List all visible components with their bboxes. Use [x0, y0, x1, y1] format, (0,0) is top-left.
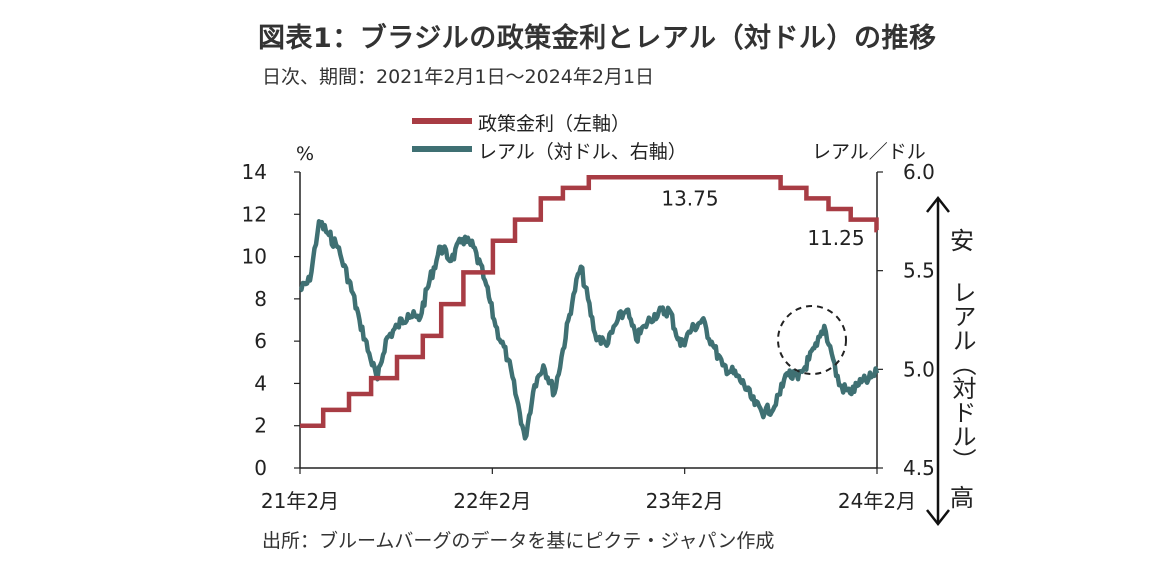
left-tick-label: 14 — [242, 160, 267, 184]
right-tick-label: 6.0 — [903, 160, 935, 184]
data-label-11-25: 11.25 — [807, 226, 864, 250]
arrow-down-icon — [926, 509, 950, 527]
chart-marks: 13.75 11.25 — [298, 175, 880, 441]
x-tick-label: 21年2月 — [261, 489, 339, 513]
left-tick-label: 0 — [254, 456, 267, 480]
label-weak: 安 — [950, 227, 974, 255]
right-tick-label: 4.5 — [903, 456, 935, 480]
x-tick-label: 23年2月 — [646, 489, 724, 513]
x-tick-label: 24年2月 — [838, 489, 916, 513]
highlight-circle — [777, 305, 847, 375]
right-annotation: 安 レアル（対ドル） 高 — [926, 195, 976, 527]
left-axis-unit: % — [296, 143, 314, 165]
right-tick-label: 5.0 — [903, 357, 935, 381]
arrow-up-icon — [926, 195, 950, 213]
right-tick-label: 5.5 — [903, 259, 935, 283]
legend-brl-label: レアル（対ドル、右軸） — [478, 141, 687, 163]
x-tick-label: 22年2月 — [453, 489, 531, 513]
left-tick-label: 4 — [254, 371, 267, 395]
label-strong: 高 — [950, 484, 974, 512]
left-tick-label: 2 — [254, 414, 267, 438]
label-brl-vertical: レアル（対ドル） — [948, 280, 976, 472]
left-tick-label: 12 — [242, 202, 267, 226]
legend-policy-rate-label: 政策金利（左軸） — [478, 113, 630, 135]
source-note: 出所：ブルームバーグのデータを基にピクテ・ジャパン作成 — [262, 530, 775, 552]
data-label-13-75: 13.75 — [661, 186, 718, 210]
chart-subtitle: 日次、期間：2021年2月1日～2024年2月1日 — [262, 66, 655, 88]
axes: 0 2 4 6 8 10 12 14 4.5 5.0 5.5 6.0 21年2月 22年2月 23年2月 24… — [242, 160, 935, 513]
left-tick-label: 8 — [254, 287, 267, 311]
left-tick-label: 10 — [242, 245, 267, 269]
left-tick-label: 6 — [254, 329, 267, 353]
legend: 政策金利（左軸） レアル（対ドル、右軸） — [412, 113, 687, 163]
right-axis-unit: レアル／ドル — [812, 141, 926, 163]
policy-rate-series-line — [300, 175, 879, 428]
brl-series-line — [298, 219, 880, 441]
chart-title: 図表1：ブラジルの政策金利とレアル（対ドル）の推移 — [258, 23, 937, 54]
